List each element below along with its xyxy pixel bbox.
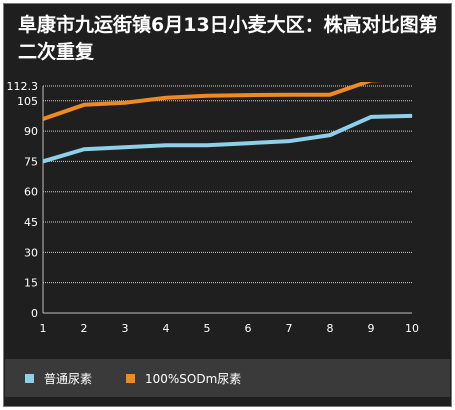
series-2-point-2: [83, 104, 85, 106]
series-2-point-8: [329, 94, 331, 96]
series-1-point-8: [329, 134, 331, 136]
series-1-point-1: [43, 160, 44, 162]
x-tick-label-0: 1: [40, 322, 47, 335]
series-1-point-9: [370, 116, 372, 118]
y-tick-label-7: 105: [17, 95, 38, 108]
series-2-point-6: [247, 94, 249, 96]
series-line-2: [43, 82, 383, 121]
x-tick-label-6: 7: [286, 322, 293, 335]
legend-swatch-series-1: [25, 373, 34, 383]
series-1-point-2: [83, 148, 85, 150]
series-2-point-4: [165, 97, 167, 99]
series-2-point-1: [43, 118, 44, 120]
x-tick-label-4: 5: [204, 322, 211, 335]
x-tick-label-1: 2: [81, 322, 88, 335]
legend-label-series-2: 100%SODm尿素: [145, 371, 242, 386]
series-2-point-7: [288, 94, 290, 96]
y-tick-label-3: 45: [24, 216, 38, 229]
series-1-point-3: [124, 146, 126, 148]
series-line-1: [43, 113, 413, 164]
y-tick-label-8: 112.3: [7, 80, 39, 93]
x-tick-label-2: 3: [122, 322, 129, 335]
legend-item-series-2[interactable]: 100%SODm尿素: [126, 369, 241, 387]
series-1-point-7: [288, 140, 290, 142]
y-tick-label-0: 0: [31, 307, 38, 320]
x-tick-label-9: 10: [405, 322, 419, 335]
legend-swatch-series-2: [126, 373, 135, 383]
legend-label-series-1: 普通尿素: [44, 371, 93, 386]
x-tick-label-8: 9: [368, 322, 375, 335]
y-tick-label-6: 90: [24, 125, 38, 138]
series-1-point-6: [247, 142, 249, 144]
x-tick-label-3: 4: [163, 322, 170, 335]
chart-frame: 阜康市九运街镇6月13日小麦大区：株高对比图第二次重复 0 15 30 45 60 75 9…: [3, 3, 452, 407]
y-tick-label-1: 15: [24, 277, 38, 290]
series-2-point-9: [371, 80, 372, 81]
series-2-point-10: [412, 78, 413, 79]
series-2-point-5: [206, 95, 208, 97]
legend-item-series-1[interactable]: 普通尿素: [25, 369, 92, 387]
series-1-point-5: [206, 144, 208, 146]
y-tick-label-4: 60: [24, 186, 38, 199]
chart-title: 阜康市九运街镇6月13日小麦大区：株高对比图第二次重复: [18, 14, 438, 63]
x-tick-label-7: 8: [327, 322, 334, 335]
y-tick-label-5: 75: [24, 155, 38, 168]
series-1-point-4: [165, 144, 167, 146]
x-tick-label-5: 6: [245, 322, 252, 335]
series-2-point-3: [124, 102, 126, 104]
legend: 普通尿素 100%SODm尿素: [5, 359, 450, 397]
y-tick-label-2: 30: [24, 246, 38, 259]
series-1-point-10: [411, 115, 413, 117]
